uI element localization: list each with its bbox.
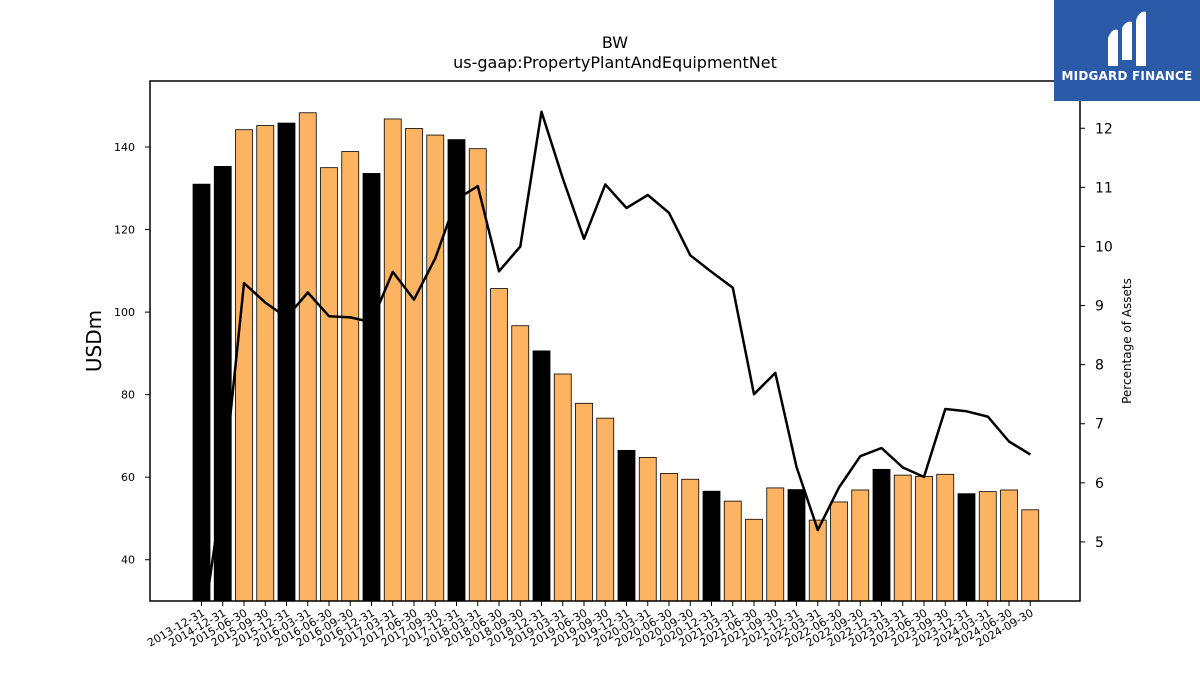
bar-2020-12-31 xyxy=(702,490,721,602)
bar-2019-03-31 xyxy=(553,373,572,602)
y2-tick-label: 11 xyxy=(1095,180,1113,196)
y-tick-label: 60 xyxy=(121,471,135,484)
y2-tick-label: 5 xyxy=(1095,535,1104,551)
bar-2021-06-30 xyxy=(745,518,763,602)
bar-2015-06-30 xyxy=(235,129,253,602)
y-tick-label: 120 xyxy=(114,224,135,237)
chart-subtitle: us-gaap:PropertyPlantAndEquipmentNet xyxy=(453,53,777,72)
bar-2024-03-31 xyxy=(978,491,997,602)
left-axis: 40 60 80 100 120 140 xyxy=(114,141,150,567)
bar-2021-03-31 xyxy=(723,500,742,602)
bar-2019-12-31 xyxy=(617,449,636,602)
bar-2016-06-30 xyxy=(320,167,338,602)
y-axis-label: USDm xyxy=(82,310,106,372)
midgard-logo-icon xyxy=(1108,11,1146,66)
bar-2017-09-30 xyxy=(426,134,445,602)
y2-tick-label: 12 xyxy=(1095,121,1113,137)
bar-2018-03-31 xyxy=(468,148,487,602)
y-tick-label: 80 xyxy=(121,389,135,402)
bar-2020-09-30 xyxy=(681,478,700,602)
bar-2013-12-31 xyxy=(192,183,211,602)
chart-title: BW xyxy=(602,33,628,52)
bar-2019-09-30 xyxy=(596,417,615,602)
bar-2021-12-31 xyxy=(787,489,806,602)
bar-series xyxy=(192,112,1040,602)
x-axis: 2013-12-312014-12-312015-06-302015-09-30… xyxy=(145,601,1036,650)
bar-2022-12-31 xyxy=(872,468,891,602)
bar-2023-06-30 xyxy=(915,475,933,602)
bar-2023-09-30 xyxy=(936,473,955,602)
bar-2018-12-31 xyxy=(532,350,551,602)
bar-2015-12-31 xyxy=(277,122,296,602)
y2-tick-label: 6 xyxy=(1095,476,1104,492)
brand-name: MIDGARD FINANCE xyxy=(1061,69,1193,83)
y2-tick-label: 9 xyxy=(1095,299,1104,315)
bar-2016-03-31 xyxy=(298,112,317,602)
bar-2016-09-30 xyxy=(341,151,360,602)
bar-2018-06-30 xyxy=(490,288,508,602)
right-axis: 5 6 7 8 9 10 11 12 xyxy=(1080,121,1113,551)
y-tick-label: 40 xyxy=(121,554,135,567)
bar-2015-09-30 xyxy=(256,125,275,602)
bar-2017-03-31 xyxy=(383,118,402,602)
bar-2023-03-31 xyxy=(893,474,912,602)
y2-tick-label: 10 xyxy=(1095,239,1113,255)
brand-logo: MIDGARD FINANCE xyxy=(1054,0,1200,101)
bar-2023-12-31 xyxy=(957,493,976,602)
y2-tick-label: 7 xyxy=(1095,417,1104,433)
plot-frame xyxy=(149,80,1081,602)
bar-2019-06-30 xyxy=(575,402,593,602)
bar-2016-12-31 xyxy=(362,173,381,602)
bar-2022-06-30 xyxy=(830,501,848,602)
bar-2024-06-30 xyxy=(1000,489,1018,602)
line-series xyxy=(205,110,1031,601)
y-tick-label: 140 xyxy=(114,141,135,154)
bar-2021-09-30 xyxy=(766,487,785,602)
bar-2018-09-30 xyxy=(511,325,530,602)
percentage-line xyxy=(205,110,1031,601)
y2-tick-label: 8 xyxy=(1095,358,1104,374)
y2-axis-label: Percentage of Assets xyxy=(1120,278,1134,404)
bar-2022-09-30 xyxy=(851,489,870,602)
bar-2020-03-31 xyxy=(638,456,657,602)
bar-2017-06-30 xyxy=(405,128,423,602)
bar-2017-12-31 xyxy=(447,139,466,602)
bar-2024-09-30 xyxy=(1021,509,1040,602)
bar-2022-03-31 xyxy=(808,519,827,602)
bar-2020-06-30 xyxy=(660,473,678,602)
y-tick-label: 100 xyxy=(114,306,135,319)
